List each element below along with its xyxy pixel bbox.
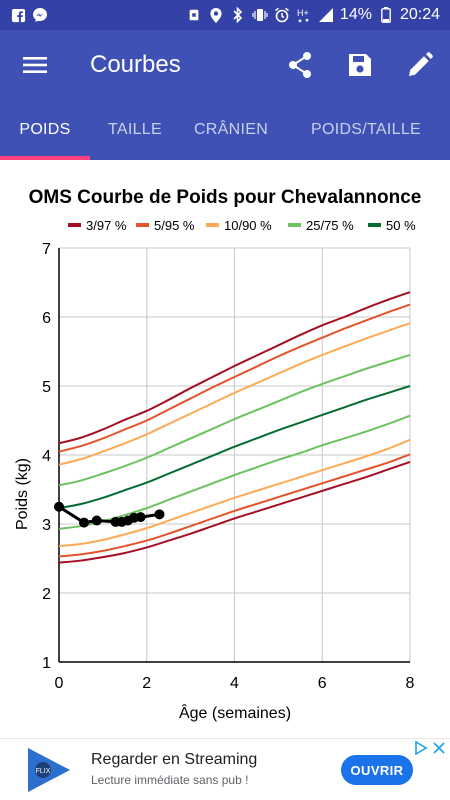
measurement-point [54,501,64,512]
chart-title: OMS Courbe de Poids pour Chevalannonce [29,187,422,208]
y-tick-label: 2 [42,586,51,603]
status-bar: H+ 14% 20:24 [0,0,450,30]
tab-indicator [0,156,90,160]
y-tick-label: 4 [42,448,51,465]
percentile-line-5 [58,414,411,530]
ad-subtitle: Lecture immédiate sans pub ! [91,773,249,787]
location-icon [208,7,224,23]
x-tick-label: 2 [142,675,151,692]
share-icon [289,52,311,78]
legend-entry: 10/90 % [224,218,272,233]
legend-swatch [206,223,219,227]
ad-close-icon[interactable] [432,741,446,755]
menu-icon [23,57,47,73]
y-tick-label: 3 [42,517,51,534]
percentile-line-7 [58,453,411,558]
vibrate-icon [252,7,268,23]
legend-entry: 50 % [386,218,416,233]
percentile-line-8 [58,460,411,564]
save-button[interactable] [345,50,375,80]
ad-logo-text: FLIX [36,768,51,775]
battery-percentage: 14% [339,6,372,23]
percentile-line-2 [58,322,411,466]
x-tick-label: 0 [55,675,64,692]
x-tick-label: 8 [406,675,415,692]
h-plus-icon: H+ [296,7,312,23]
measurement-point [154,509,165,520]
ad-logo-icon: FLIX [28,748,70,792]
legend-swatch [68,223,81,227]
share-button[interactable] [285,50,315,80]
status-notifications [10,7,48,23]
adchoices-icon[interactable] [414,741,430,755]
legend-entry: 3/97 % [86,218,127,233]
app-bar: Courbes [0,30,450,100]
svg-text:H+: H+ [297,8,309,18]
status-clock: 20:24 [399,6,440,23]
x-tick-label: 4 [230,675,239,692]
battery-icon [378,7,394,23]
status-system: H+ 14% 20:24 [186,6,440,24]
ad-banner[interactable]: FLIX Regarder en Streaming Lecture imméd… [0,738,450,800]
chart-curves [58,291,411,564]
legend-entry: 25/75 % [306,218,354,233]
chart-svg: OMS Courbe de Poids pour Chevalannonce 3… [14,187,422,722]
legend-entry: 5/95 % [154,218,195,233]
tab-taille[interactable]: TAILLE [108,121,162,138]
messenger-icon [32,7,48,23]
ad-title: Regarder en Streaming [91,751,258,768]
y-tick-label: 5 [42,379,51,396]
chart-grid [58,247,411,663]
ad-open-button[interactable]: OUVRIR [341,755,413,785]
measurement-point [79,517,90,528]
y-tick-label: 6 [42,310,51,327]
y-tick-label: 1 [42,655,51,672]
y-tick-label: 7 [42,241,51,258]
chart-legend: 3/97 % 5/95 % 10/90 % 25/75 % 50 % [68,218,416,233]
measurement-point [135,512,146,523]
tab-bar: POIDS TAILLE CRÂNIEN POIDS/TAILLE [0,100,450,160]
tab-poids[interactable]: POIDS [19,121,71,138]
percentile-line-4 [58,385,411,510]
alarm-icon [274,7,290,23]
x-tick-label: 6 [318,675,327,692]
growth-chart: OMS Courbe de Poids pour Chevalannonce 3… [0,160,450,738]
chart-ticks: 0 2 4 6 8 1 2 3 4 5 6 7 [42,241,414,692]
percentile-line-1 [58,303,411,453]
tab-poids-taille[interactable]: POIDS/TAILLE [310,121,421,138]
tab-cranien[interactable]: CRÂNIEN [193,121,269,138]
bluetooth-icon [230,7,246,23]
menu-button[interactable] [20,51,50,79]
signal-icon [318,7,334,23]
x-axis-label: Âge (semaines) [179,703,291,722]
legend-swatch [136,223,149,227]
percentile-line-6 [58,438,411,548]
legend-swatch [368,223,381,227]
android-icon [186,7,202,23]
legend-swatch [288,223,301,227]
save-icon [349,54,371,76]
percentile-line-3 [58,353,411,487]
measurement-series [54,501,165,528]
edit-icon [409,52,433,76]
measurement-point [91,515,102,526]
y-axis-label: Poids (kg) [14,458,31,530]
facebook-icon [10,7,26,23]
edit-button[interactable] [405,50,435,80]
percentile-line-0 [58,291,411,445]
page-title: Courbes [90,51,181,78]
